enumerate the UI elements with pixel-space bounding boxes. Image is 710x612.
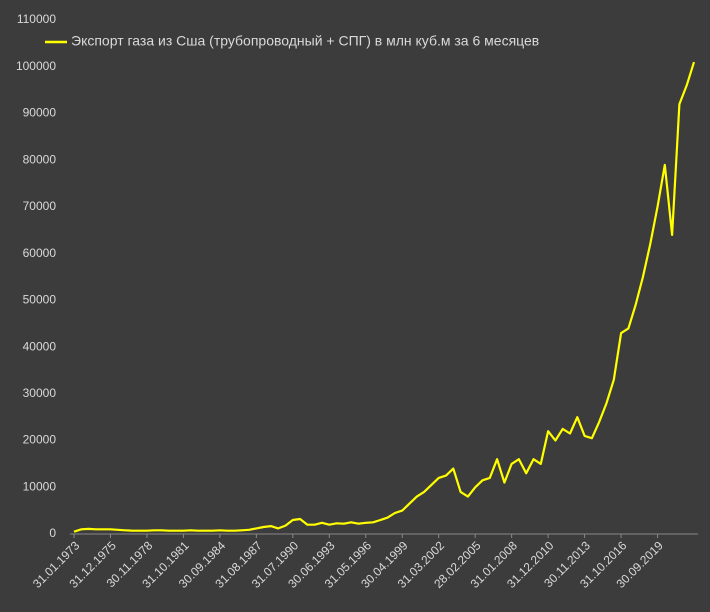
y-tick-label: 40000 xyxy=(23,339,57,353)
y-tick-label: 90000 xyxy=(23,106,57,120)
y-tick-label: 20000 xyxy=(23,433,57,447)
y-tick-label: 30000 xyxy=(23,386,57,400)
y-tick-label: 10000 xyxy=(23,479,57,493)
y-tick-label: 110000 xyxy=(17,12,56,26)
y-tick-label: 70000 xyxy=(23,199,57,213)
y-tick-label: 50000 xyxy=(23,293,57,307)
legend-text: Экспорт газа из Сша (трубопроводный + СП… xyxy=(71,33,539,49)
y-tick-label: 60000 xyxy=(23,246,57,260)
y-tick-label: 80000 xyxy=(23,152,57,166)
y-tick-label: 0 xyxy=(49,526,56,540)
data-line xyxy=(73,61,696,533)
y-tick-label: 100000 xyxy=(16,59,56,73)
